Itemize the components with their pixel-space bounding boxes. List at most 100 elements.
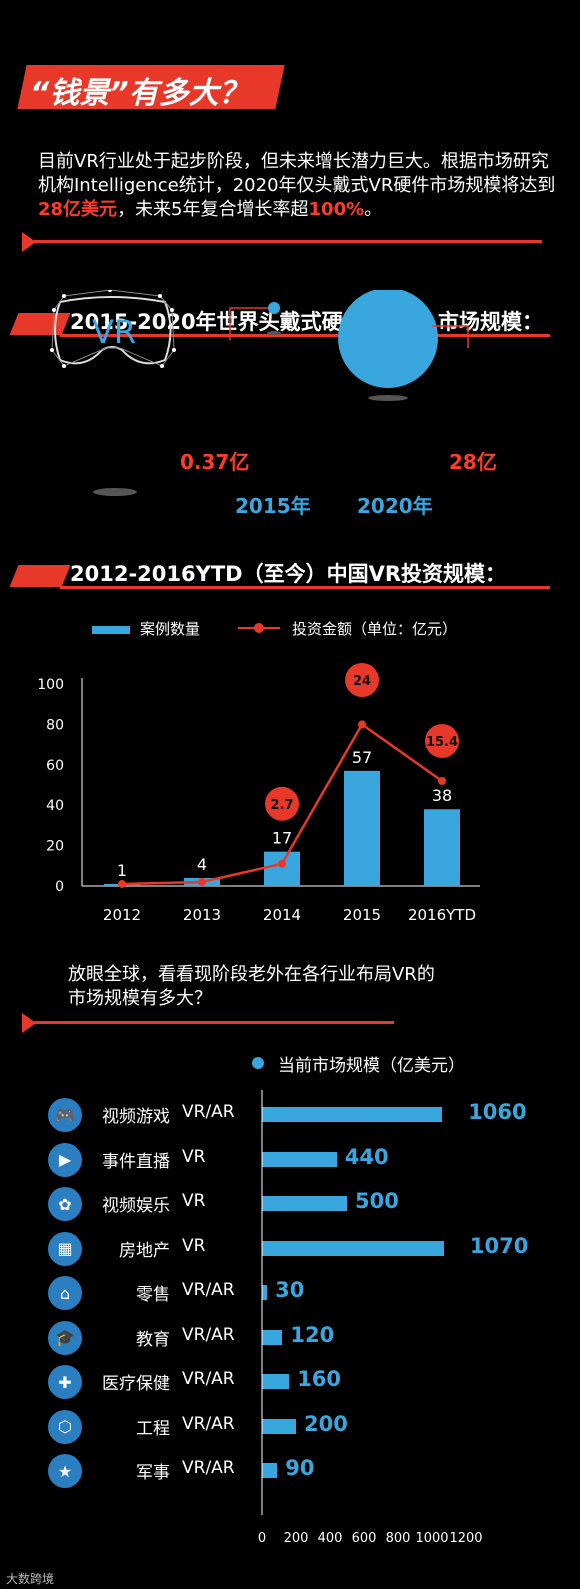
circle-2015: [268, 302, 280, 314]
value-2020: 28亿: [449, 450, 497, 474]
x-tick-label: 2015: [343, 906, 381, 924]
line-point: [358, 720, 366, 729]
legend-line-label: 投资金额（单位：亿元）: [292, 620, 458, 638]
bar-value-label: 17: [272, 829, 292, 848]
industry-type: VR: [182, 1235, 206, 1256]
industry-x-tick: 600: [351, 1531, 377, 1546]
x-tick-label: 2014: [263, 906, 301, 924]
legend-bar-label: 案例数量: [140, 620, 201, 638]
industry-name: 房地产: [119, 1240, 170, 1261]
y-tick-label: 0: [55, 879, 64, 895]
industry-name: 军事: [136, 1463, 170, 1483]
legend-line-swatch: [238, 623, 280, 633]
industry-x-tick: 1200: [449, 1531, 483, 1546]
industry-name: 事件直播: [102, 1151, 170, 1172]
industry-x-tick: 0: [257, 1531, 267, 1546]
industry-type: VR/AR: [182, 1324, 235, 1345]
industry-type: VR: [182, 1191, 206, 1211]
bar-2015: [344, 770, 380, 886]
legend-dot: [252, 1057, 264, 1069]
intro-highlight-rate: 100%: [308, 199, 365, 220]
amount-bubble: [265, 786, 299, 821]
legend-bar-swatch: [92, 626, 130, 634]
divider-arrow: [22, 232, 36, 252]
vr-headset-icon: [50, 290, 176, 496]
amount-label: 2.7: [270, 798, 293, 813]
industry-x-tick: 800: [385, 1531, 411, 1546]
film-reel-icon: ✿: [48, 1187, 82, 1221]
bar-value-label: 38: [432, 786, 452, 805]
circle-2020: [338, 290, 438, 388]
divider-line: [34, 1021, 394, 1024]
section1-title: 2015-2020年世界头戴式硬件（VR）市场规模：: [70, 310, 544, 334]
gamepad-icon: 🎮: [48, 1098, 82, 1132]
industry-value: 120: [290, 1322, 335, 1347]
line-point: [438, 776, 446, 785]
industry-value: 1060: [468, 1100, 527, 1124]
military-badge-icon: ★: [48, 1454, 82, 1488]
industry-name: 视频娱乐: [102, 1196, 170, 1216]
footer-brand: 大数跨境: [6, 1572, 55, 1586]
x-tick-label: 2012: [103, 906, 141, 924]
headset-label: VR: [92, 313, 137, 351]
section2-title: 2012-2016YTD（至今）中国VR投资规模：: [70, 562, 506, 586]
y-tick-label: 100: [37, 677, 64, 693]
industry-axis: [261, 1090, 263, 1515]
amount-label: 24: [353, 674, 371, 689]
intro-paragraph: 目前VR行业处于起步阶段，但未来增长潜力巨大。根据市场研究机构Intellige…: [38, 150, 558, 222]
intro-text-2: ，未来5年复合增长率超: [117, 199, 309, 220]
industry-value: 30: [275, 1278, 305, 1302]
amount-bubble: [425, 723, 459, 758]
section-underline: [60, 334, 550, 337]
bar-value-label: 1: [117, 861, 127, 880]
industry-type: VR/AR: [182, 1102, 235, 1122]
line-point: [278, 859, 286, 868]
industry-bar: [262, 1418, 296, 1434]
y-tick-label: 20: [46, 839, 64, 855]
industry-value: 440: [344, 1144, 389, 1169]
industry-bar: [262, 1196, 347, 1211]
intro-text-3: 。: [364, 199, 383, 220]
industry-type: VR/AR: [182, 1280, 235, 1300]
industry-x-tick: 1000: [415, 1531, 449, 1546]
section-tag: [9, 565, 71, 587]
industry-type: VR/AR: [182, 1413, 235, 1434]
industry-name: 教育: [136, 1329, 170, 1350]
industry-bar: [262, 1107, 443, 1122]
industry-bar: [262, 1240, 444, 1256]
line-point: [198, 877, 206, 886]
industry-value: 200: [304, 1411, 348, 1436]
page-title: “钱景”有多大？: [30, 76, 249, 111]
x-tick-label: 2016YTD: [408, 906, 476, 924]
shop-icon: ⌂: [48, 1276, 82, 1310]
industry-value: 500: [355, 1189, 399, 1213]
industry-name: 工程: [136, 1418, 170, 1439]
amount-bubble: [345, 663, 379, 697]
industry-value: 90: [285, 1456, 315, 1480]
intro-text-1: 目前VR行业处于起步阶段，但未来增长潜力巨大。根据市场研究机构Intellige…: [38, 151, 556, 196]
bar-2014: [264, 851, 300, 886]
industry-bar: [262, 1463, 278, 1478]
line-point: [118, 879, 126, 888]
industry-name: 零售: [136, 1285, 170, 1305]
investment-chart: 0 20 40 60 80 100 1 2012 4 2013 17 2014 57 2015 38 2016…: [37, 663, 480, 924]
section-underline: [60, 586, 550, 589]
industry-bar: [262, 1329, 283, 1345]
global-intro: 放眼全球，看看现阶段老外在各行业布局VR的市场规模有多大？: [68, 964, 435, 1009]
y-tick-label: 40: [46, 798, 64, 814]
y-tick-label: 60: [46, 758, 64, 774]
x-tick-label: 2013: [183, 906, 221, 924]
industry-x-tick: 400: [317, 1531, 343, 1546]
graduation-cap-icon: 🎓: [48, 1320, 82, 1355]
industry-type: VR: [182, 1146, 206, 1167]
bar-value-label: 4: [197, 855, 207, 874]
market-size-comparison: [229, 290, 469, 401]
building-icon: ▦: [48, 1231, 82, 1266]
cube-icon: ⬡: [48, 1409, 82, 1444]
industry-x-tick: 200: [283, 1531, 309, 1546]
medical-kit-icon: ✚: [48, 1365, 82, 1399]
year-2020: 2020年: [357, 494, 433, 518]
industry-name: 视频游戏: [102, 1107, 170, 1127]
y-tick-label: 80: [46, 717, 64, 733]
industry-value: 160: [297, 1367, 342, 1391]
